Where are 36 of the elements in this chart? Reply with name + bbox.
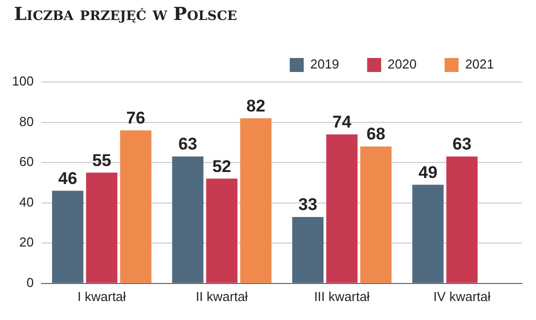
data-label: 46 — [58, 168, 78, 188]
bar — [240, 118, 272, 283]
bar — [412, 184, 444, 283]
data-label: 55 — [92, 150, 112, 170]
x-tick-label: I kwartał — [78, 288, 126, 304]
bar — [52, 190, 84, 283]
bar — [206, 178, 238, 283]
data-label: 68 — [366, 124, 386, 144]
legend-label: 2020 — [388, 56, 417, 72]
bar — [360, 146, 392, 283]
bar — [326, 134, 358, 283]
data-label: 74 — [332, 112, 352, 132]
data-label: 82 — [246, 96, 266, 116]
x-tick-label: II kwartał — [196, 288, 248, 304]
bar — [446, 156, 478, 283]
chart-title: Liczba przejęć w Polsce — [14, 4, 238, 25]
data-label: 49 — [418, 162, 438, 182]
bar — [86, 172, 118, 283]
data-label: 76 — [126, 108, 146, 128]
y-tick-label: 60 — [19, 154, 34, 170]
legend-label: 2021 — [465, 56, 494, 72]
y-tick-label: 40 — [19, 194, 34, 210]
data-label: 63 — [178, 134, 198, 154]
legend-label: 2019 — [310, 56, 340, 72]
y-tick-label: 0 — [26, 274, 34, 290]
y-tick-label: 100 — [12, 74, 34, 89]
data-label: 33 — [298, 195, 318, 214]
x-tick-label: IV kwartał — [433, 288, 491, 304]
data-label: 52 — [212, 156, 232, 176]
bar — [172, 156, 204, 283]
data-label: 63 — [452, 134, 472, 154]
x-tick-label: III kwartał — [314, 288, 370, 304]
y-tick-label: 80 — [19, 114, 34, 129]
y-tick-label: 20 — [19, 234, 34, 250]
bar — [120, 130, 152, 283]
bar — [292, 216, 324, 283]
